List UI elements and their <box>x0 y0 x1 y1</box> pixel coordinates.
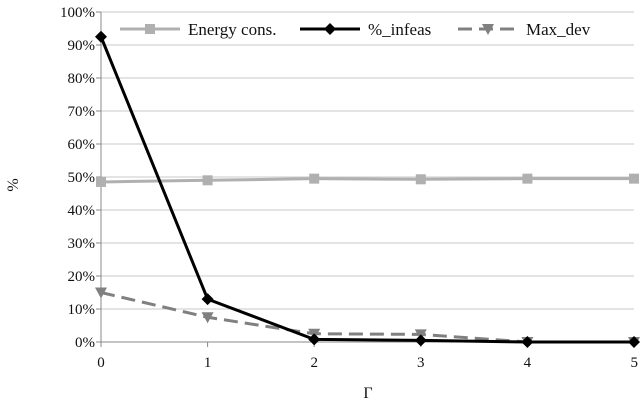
x-axis-label: Γ <box>363 385 372 402</box>
data-point <box>629 173 639 184</box>
series-2 <box>95 30 640 348</box>
series-group <box>95 30 640 348</box>
legend-marker <box>482 24 494 35</box>
grid-lines <box>101 11 634 310</box>
data-point <box>309 173 320 184</box>
legend-item: Energy cons. <box>120 20 276 39</box>
y-tick-label: 70% <box>68 104 96 120</box>
data-point <box>201 293 214 306</box>
legend: Energy cons. %_infeas Max_dev <box>120 20 591 39</box>
legend-label: Energy cons. <box>188 20 276 39</box>
data-point <box>308 333 321 346</box>
x-tick-label: 1 <box>204 355 212 371</box>
legend-item: Max_dev <box>458 20 591 39</box>
data-point <box>521 336 534 348</box>
y-tick-label: 80% <box>68 71 96 87</box>
y-tick-label: 100% <box>60 5 95 21</box>
legend-item: %_infeas <box>300 20 431 39</box>
series-line <box>100 177 634 184</box>
y-tick-label: 30% <box>68 236 96 252</box>
x-tick-label: 3 <box>417 355 425 371</box>
data-point <box>522 173 533 184</box>
series-line <box>99 36 634 344</box>
data-point <box>415 174 426 185</box>
y-tick-label: 20% <box>68 269 96 285</box>
series-1 <box>96 173 639 187</box>
legend-marker <box>324 23 336 35</box>
data-point <box>628 336 640 348</box>
y-tick-label: 60% <box>68 137 96 153</box>
series-line <box>100 291 634 344</box>
legend-label: Max_dev <box>526 20 591 39</box>
x-tick-label: 0 <box>97 355 105 371</box>
x-tick-label: 5 <box>631 355 639 371</box>
data-point <box>95 30 107 43</box>
y-tick-label: 0% <box>75 335 95 351</box>
y-tick-label: 50% <box>68 170 96 186</box>
y-tick-label: 10% <box>68 302 96 318</box>
data-point <box>95 287 107 299</box>
y-tick-label: 40% <box>68 203 96 219</box>
y-axis-label: % <box>5 178 22 191</box>
x-tick-labels: 0 1 2 3 4 5 <box>97 355 638 371</box>
data-point <box>201 312 214 324</box>
x-tick-label: 2 <box>310 355 318 371</box>
legend-marker <box>145 24 155 34</box>
data-point <box>414 334 427 347</box>
y-tick-label: 90% <box>68 38 96 54</box>
x-tick-label: 4 <box>524 355 532 371</box>
y-tick-labels: 0% 10% 20% 30% 40% 50% 60% 70% 80% 90% 100% <box>60 5 95 351</box>
legend-label: %_infeas <box>368 20 431 39</box>
data-point <box>96 176 106 187</box>
data-point <box>202 175 213 186</box>
